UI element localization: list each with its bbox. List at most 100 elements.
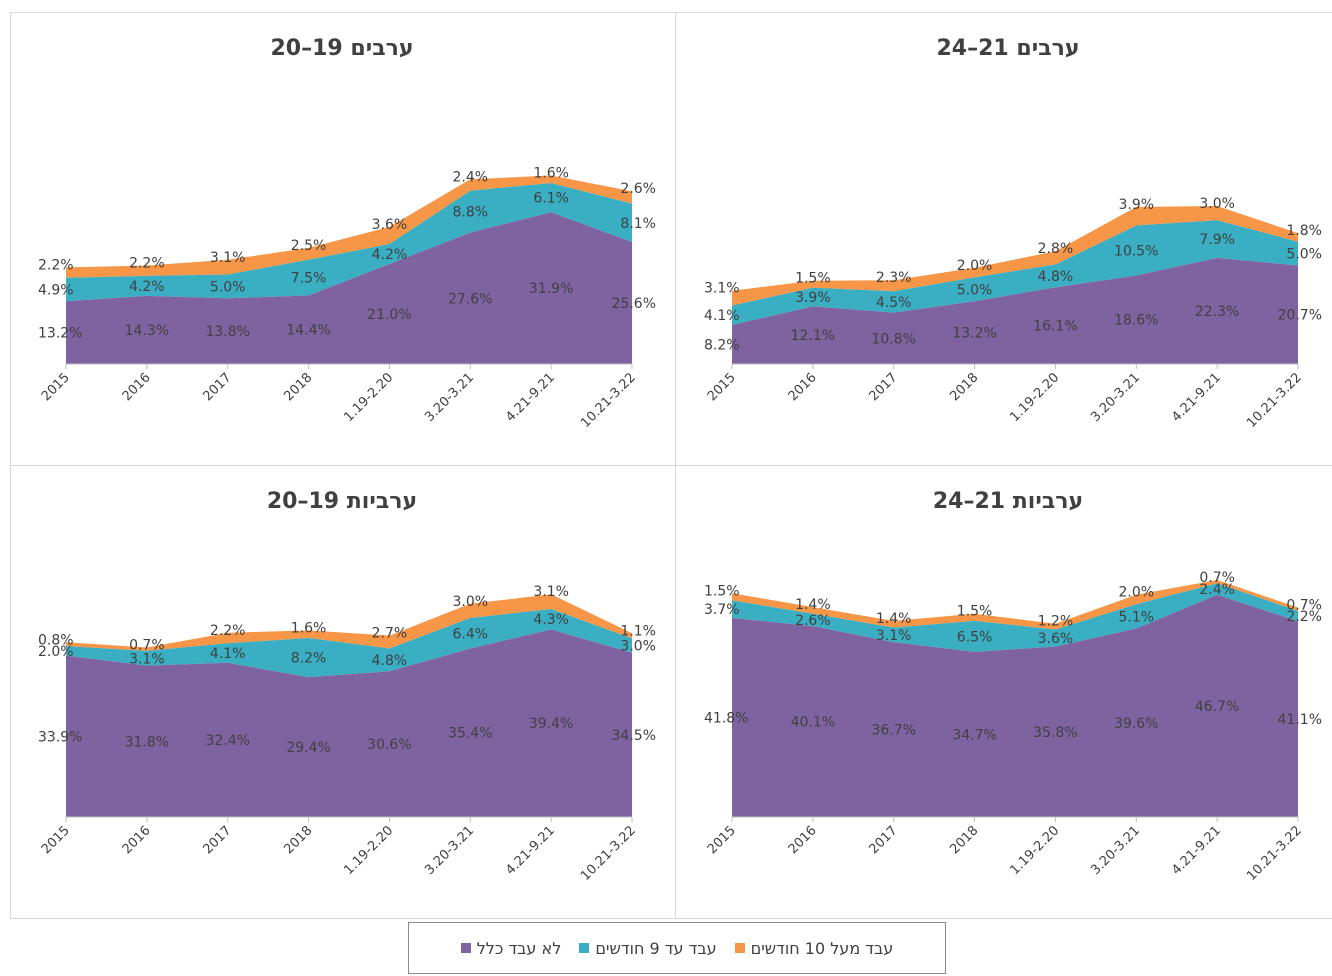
data-label: 6.1% <box>533 191 569 207</box>
data-label: 1.4% <box>876 611 912 627</box>
x-tick-label: 3.20-3.21 <box>422 370 477 425</box>
data-label: 1.2% <box>1038 614 1074 630</box>
data-label: 16.1% <box>1033 319 1077 335</box>
data-label: 14.4% <box>286 323 330 339</box>
area-series-over-10 <box>66 594 632 651</box>
x-tick-label: 2016 <box>120 370 154 404</box>
data-label: 2.4% <box>1199 582 1235 598</box>
data-label: 4.1% <box>704 308 740 324</box>
data-label: 1.8% <box>1286 223 1322 239</box>
data-label: 29.4% <box>286 740 330 756</box>
data-label: 1.4% <box>795 597 831 613</box>
data-label: 1.5% <box>957 604 993 620</box>
area-series-up-to-9 <box>66 183 632 302</box>
x-tick-label: 2015 <box>705 823 739 857</box>
chart-panel-men-19-20: ערבים 19–20 2015 2016 2017 2018 1.19-2.20 3.2… <box>12 14 672 464</box>
data-label: 1.5% <box>795 271 831 287</box>
data-label: 2.6% <box>620 181 656 197</box>
area-series-over-10 <box>66 175 632 278</box>
data-label: 3.6% <box>372 217 408 233</box>
data-label: 3.6% <box>1038 631 1074 647</box>
data-label: 1.6% <box>533 166 569 182</box>
data-label: 1.1% <box>620 623 656 639</box>
data-label: 41.8% <box>704 711 748 727</box>
area-series-not-worked <box>66 212 632 364</box>
data-label: 8.8% <box>452 205 488 221</box>
data-label: 7.5% <box>291 271 327 287</box>
x-tick-label: 2017 <box>201 823 235 857</box>
legend-label: עבד מעל 10 חודשים <box>750 938 894 958</box>
area-series-not-worked <box>66 629 632 817</box>
x-tick-label: 2016 <box>120 823 154 857</box>
x-tick-label: 2015 <box>39 823 73 857</box>
data-label: 2.4% <box>452 169 488 185</box>
data-label: 0.8% <box>38 632 74 648</box>
chart-panel-women-21-24: ערביות 21–24 2015 2016 2017 2018 1.19-2.20 3.… <box>678 467 1332 917</box>
x-tick-label: 2017 <box>867 823 901 857</box>
data-label: 34.7% <box>952 727 996 743</box>
data-label: 27.6% <box>448 291 492 307</box>
data-label: 30.6% <box>367 737 411 753</box>
data-label: 2.6% <box>795 613 831 629</box>
chart-title: ערביות 19–20 <box>266 489 418 514</box>
data-label: 41.1% <box>1278 712 1322 728</box>
data-label: 20.7% <box>1278 308 1322 324</box>
data-label: 39.4% <box>529 716 573 732</box>
data-label: 35.8% <box>1033 725 1077 741</box>
data-label: 0.7% <box>1286 598 1322 614</box>
data-label: 10.8% <box>871 331 915 347</box>
x-tick-label: 2018 <box>947 370 981 404</box>
data-label: 35.4% <box>448 726 492 742</box>
data-label: 4.2% <box>372 247 408 263</box>
x-tick-label: 3.20-3.21 <box>422 823 477 878</box>
chart-svg: 2015 2016 2017 2018 1.19-2.20 3.20-3.21 4.21-9… <box>38 166 656 431</box>
frame-top <box>10 12 1332 13</box>
data-label: 0.7% <box>129 638 165 654</box>
data-label: 5.0% <box>210 279 246 295</box>
data-label: 0.7% <box>1199 570 1235 586</box>
data-label: 3.9% <box>795 290 831 306</box>
area-series-not-worked <box>732 257 1298 364</box>
data-label: 8.2% <box>704 337 740 353</box>
x-tick-label: 10.21-3.22 <box>1244 370 1305 431</box>
x-tick-label: 1.19-2.20 <box>1007 823 1062 878</box>
legend-item-over-10: עבד מעל 10 חודשים <box>734 938 894 958</box>
data-label: 2.0% <box>1118 585 1154 601</box>
data-label: 5.1% <box>1118 609 1154 625</box>
data-label: 7.9% <box>1199 232 1235 248</box>
area-series-over-10 <box>732 206 1298 306</box>
data-label: 4.5% <box>876 295 912 311</box>
area-series-up-to-9 <box>732 220 1298 325</box>
area-series-not-worked <box>732 594 1298 817</box>
x-tick-label: 10.21-3.22 <box>578 370 639 431</box>
data-label: 18.6% <box>1114 313 1158 329</box>
data-label: 2.0% <box>957 258 993 274</box>
chart-svg: 2015 2016 2017 2018 1.19-2.20 3.20-3.21 4.21-9… <box>704 196 1322 431</box>
data-label: 33.9% <box>38 729 82 745</box>
data-label: 4.8% <box>372 653 408 669</box>
data-label: 2.2% <box>210 623 246 639</box>
x-tick-label: 3.20-3.21 <box>1088 823 1143 878</box>
area-series-up-to-9 <box>732 583 1298 652</box>
data-label: 13.2% <box>952 326 996 342</box>
data-label: 36.7% <box>871 723 915 739</box>
x-tick-label: 1.19-2.20 <box>341 823 396 878</box>
data-label: 3.1% <box>210 250 246 266</box>
legend-swatch-purple <box>460 943 471 953</box>
data-label: 25.6% <box>612 296 656 312</box>
x-tick-label: 4.21-9.21 <box>1169 370 1224 425</box>
data-label: 31.9% <box>529 281 573 297</box>
data-label: 5.0% <box>957 282 993 298</box>
legend-label: לא עבד כלל <box>476 938 562 958</box>
data-label: 21.0% <box>367 307 411 323</box>
legend-swatch-teal <box>579 943 590 953</box>
data-label: 3.1% <box>533 584 569 600</box>
data-label: 46.7% <box>1195 699 1239 715</box>
data-label: 8.1% <box>620 216 656 232</box>
area-series-over-10 <box>732 580 1298 630</box>
x-tick-label: 10.21-3.22 <box>578 823 639 884</box>
data-label: 2.2% <box>129 255 165 271</box>
x-tick-label: 2017 <box>867 370 901 404</box>
data-label: 31.8% <box>125 734 169 750</box>
data-label: 2.7% <box>372 626 408 642</box>
